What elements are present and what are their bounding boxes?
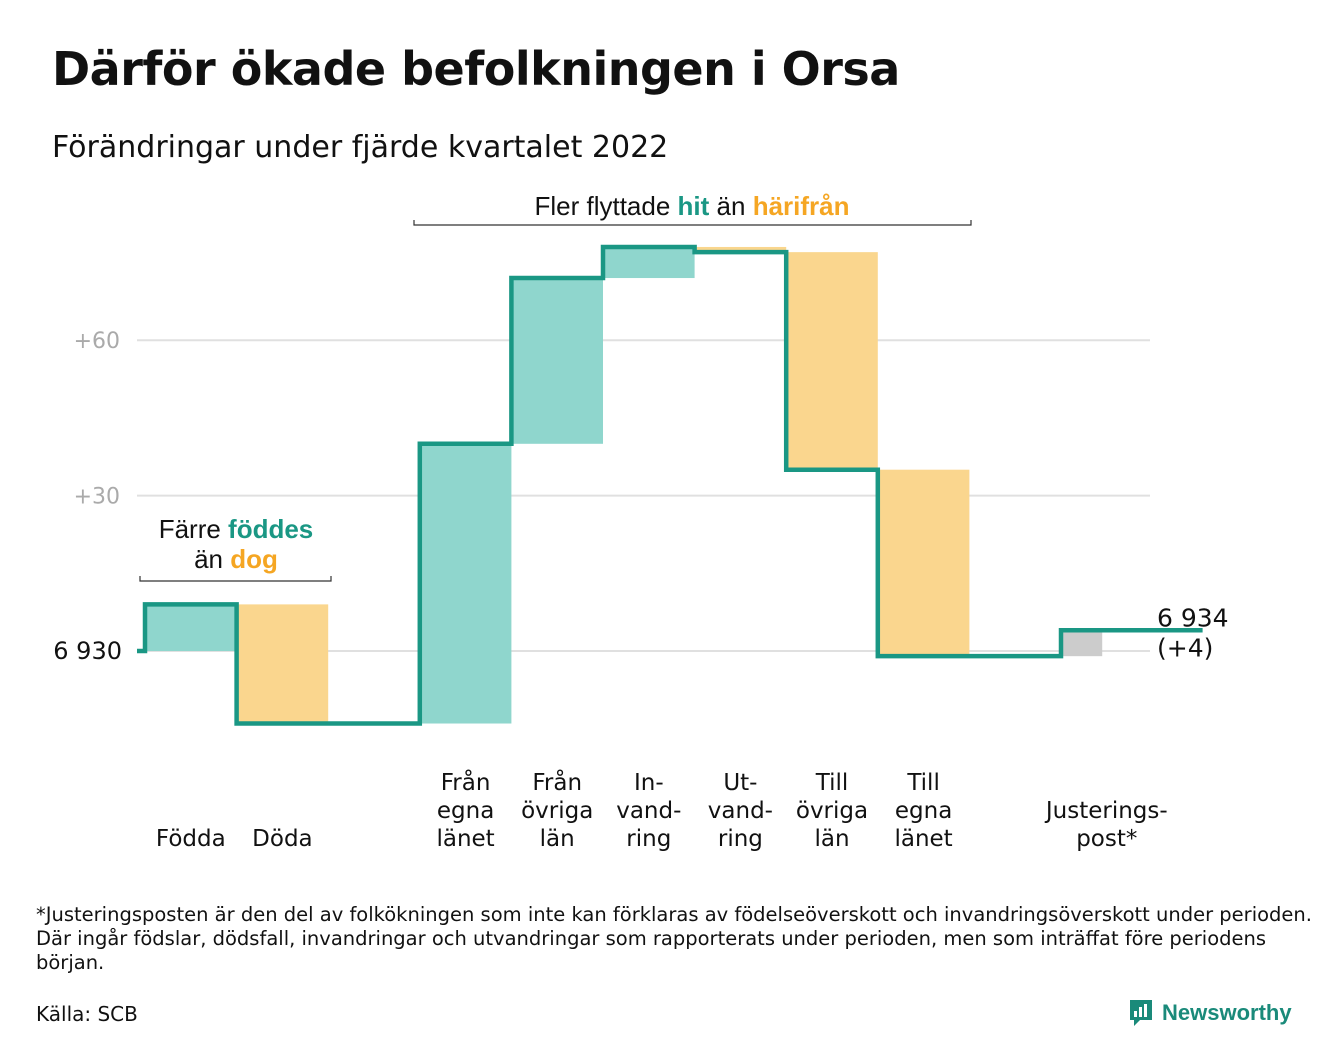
newsworthy-logo-icon [1130,1000,1152,1026]
bar-5 [603,246,695,279]
bar-6 [694,246,787,253]
y-tick-label-0: +30 [74,485,120,510]
bar-8 [877,469,970,657]
annotation-births-deaths-part-0-1: föddes [228,514,313,544]
category-label-7-0: Till [815,770,849,796]
category-label-8-0: Till [906,770,940,796]
chart-title: Därför ökade befolkningen i Orsa [52,42,900,96]
bar-3 [419,443,512,724]
base-value-label: 6 930 [53,637,122,665]
category-label-4-2: län [540,826,575,852]
category-label-8-1: egna [895,798,952,824]
bar-7 [786,252,878,470]
category-label-10-0: Justerings- [1044,798,1168,824]
end-value-label: 6 934 [1157,603,1229,632]
category-label-3-1: egna [437,798,494,824]
annotation-migration-line-0: Fler flyttade hit än härifrån [534,191,849,221]
bar-4 [511,278,603,444]
category-label-8-2: länet [894,826,952,852]
category-label-7-2: län [814,826,849,852]
annotation-births-deaths-line-0: Färre föddes [159,514,314,544]
category-label-4-1: övriga [521,798,593,824]
category-label-3-2: länet [436,826,494,852]
category-label-6-1: vand- [708,798,773,824]
annotation-births-deaths-part-1-1: dog [230,544,278,574]
category-label-7-1: övriga [796,798,868,824]
category-label-6-2: ring [718,826,763,852]
annotation-births-deaths-part-0-0: Färre [159,514,228,544]
annotation-migration-part-0-2: än [709,191,752,221]
cumulative-step-line [137,244,1203,726]
category-label-6-0: Ut- [723,770,757,796]
annotation-migration-part-0-3: härifrån [753,191,850,221]
bar-0 [145,604,237,651]
annotation-migration-bracket [413,220,972,226]
category-label-4-0: Från [532,768,582,796]
annotation-births-deaths-part-1-0: än [194,544,230,574]
category-label-10-1: post* [1076,826,1137,852]
footnote: *Justeringsposten är den del av folkökni… [36,903,1312,974]
annotation-migration-part-0-1: hit [678,191,710,221]
source-note: Källa: SCB [36,1002,138,1026]
category-label-5-1: vand- [616,798,681,824]
end-change-label: (+4) [1157,633,1213,662]
annotation-births-deaths-line-1: än dog [194,544,278,574]
category-label-1-0: Döda [252,826,312,852]
category-label-3-0: Från [441,768,491,796]
brand-name: Newsworthy [1162,1000,1292,1025]
category-label-5-2: ring [626,826,671,852]
brand-logo: Newsworthy [1128,998,1292,1028]
y-tick-label-1: +60 [74,329,120,354]
bar-10 [1061,630,1103,657]
category-label-0-0: Födda [156,826,226,852]
chart-subtitle: Förändringar under fjärde kvartalet 2022 [52,130,669,165]
category-label-5-0: In- [634,770,664,796]
bar-1 [236,604,329,724]
annotation-migration-part-0-0: Fler flyttade [534,191,677,221]
annotation-births-deaths-bracket [139,576,332,582]
